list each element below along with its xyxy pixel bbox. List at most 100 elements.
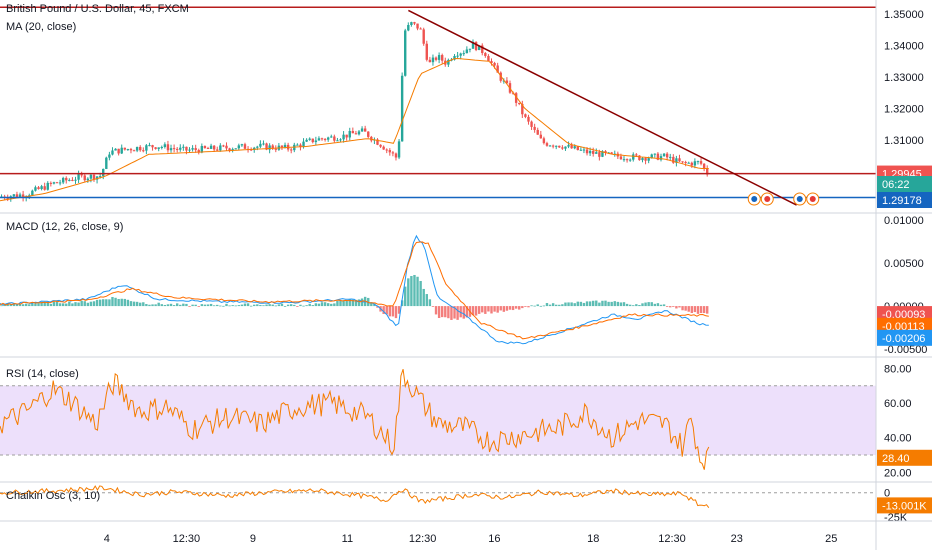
candle-body[interactable]	[172, 148, 176, 150]
candle-body[interactable]	[68, 179, 71, 181]
candle-body[interactable]	[86, 178, 90, 181]
candle-body[interactable]	[696, 161, 700, 163]
candle-body[interactable]	[595, 152, 598, 154]
candle-body[interactable]	[521, 103, 524, 115]
candle-body[interactable]	[132, 150, 136, 152]
candle-body[interactable]	[21, 194, 25, 198]
candle-body[interactable]	[169, 148, 173, 151]
candle-body[interactable]	[102, 168, 105, 177]
candle-body[interactable]	[419, 28, 422, 30]
candle-body[interactable]	[561, 147, 564, 149]
candle-body[interactable]	[271, 145, 274, 149]
candle-body[interactable]	[145, 145, 148, 151]
candle-body[interactable]	[638, 155, 641, 161]
candle-body[interactable]	[632, 154, 635, 160]
candle-body[interactable]	[376, 139, 379, 145]
candle-body[interactable]	[576, 146, 579, 151]
candle-body[interactable]	[434, 57, 438, 60]
candle-body[interactable]	[610, 152, 613, 154]
candle-body[interactable]	[706, 168, 709, 175]
candle-body[interactable]	[354, 133, 358, 135]
rsi-pane[interactable]: 80.00 60.00 40.00 20.00 28.40	[0, 363, 932, 483]
candle-body[interactable]	[425, 43, 428, 60]
candle-body[interactable]	[604, 151, 607, 153]
candle-body[interactable]	[471, 41, 475, 49]
candle-body[interactable]	[308, 138, 311, 140]
candle-body[interactable]	[456, 55, 459, 57]
candle-body[interactable]	[326, 137, 330, 140]
candle-body[interactable]	[151, 145, 154, 148]
candle-body[interactable]	[231, 149, 234, 151]
candle-body[interactable]	[665, 153, 669, 158]
candle-body[interactable]	[542, 138, 546, 144]
candle-body[interactable]	[437, 55, 441, 60]
candle-body[interactable]	[18, 194, 22, 197]
candle-body[interactable]	[212, 145, 216, 150]
macd-pane[interactable]: 0.010000.005000.00000-0.00500-0.00093-0.…	[0, 215, 932, 358]
candle-body[interactable]	[447, 59, 450, 65]
candle-body[interactable]	[487, 55, 490, 62]
candle-body[interactable]	[216, 149, 219, 151]
candle-body[interactable]	[474, 41, 478, 51]
candle-body[interactable]	[139, 146, 142, 151]
candle-body[interactable]	[573, 146, 576, 149]
candle-body[interactable]	[123, 147, 127, 150]
candle-body[interactable]	[237, 145, 241, 149]
candle-body[interactable]	[305, 139, 308, 142]
candle-body[interactable]	[570, 145, 573, 149]
candle-body[interactable]	[579, 149, 583, 151]
candle-body[interactable]	[342, 134, 345, 140]
candle-body[interactable]	[527, 116, 530, 122]
candle-body[interactable]	[407, 25, 410, 31]
candle-body[interactable]	[530, 121, 533, 127]
candle-body[interactable]	[314, 140, 318, 143]
candle-body[interactable]	[43, 186, 46, 190]
candle-body[interactable]	[484, 53, 487, 56]
candle-body[interactable]	[662, 153, 666, 157]
candle-body[interactable]	[493, 62, 496, 66]
candle-body[interactable]	[129, 149, 133, 151]
candle-body[interactable]	[265, 143, 268, 150]
candle-body[interactable]	[262, 143, 265, 145]
candle-body[interactable]	[468, 48, 472, 50]
candle-body[interactable]	[206, 148, 210, 150]
candle-body[interactable]	[320, 138, 324, 140]
candle-body[interactable]	[95, 176, 99, 180]
candle-body[interactable]	[290, 149, 293, 151]
candle-body[interactable]	[339, 139, 342, 141]
candle-body[interactable]	[647, 158, 650, 161]
candle-body[interactable]	[699, 161, 703, 164]
candle-body[interactable]	[333, 136, 336, 141]
candle-body[interactable]	[256, 146, 259, 148]
candle-body[interactable]	[687, 162, 690, 164]
candle-body[interactable]	[336, 140, 339, 142]
candle-body[interactable]	[625, 159, 629, 161]
candle-body[interactable]	[234, 148, 237, 150]
candle-body[interactable]	[197, 150, 200, 153]
candle-body[interactable]	[524, 114, 527, 117]
candle-body[interactable]	[388, 150, 392, 153]
candle-body[interactable]	[203, 145, 207, 149]
candle-body[interactable]	[55, 182, 59, 184]
candle-body[interactable]	[459, 53, 462, 56]
candle-body[interactable]	[518, 102, 521, 104]
candle-body[interactable]	[222, 145, 225, 147]
candle-body[interactable]	[702, 163, 706, 169]
candle-body[interactable]	[431, 57, 435, 63]
candle-body[interactable]	[240, 144, 244, 146]
candle-body[interactable]	[15, 194, 19, 197]
candle-body[interactable]	[117, 148, 120, 154]
candle-body[interactable]	[200, 145, 204, 153]
candle-body[interactable]	[410, 22, 413, 26]
candle-body[interactable]	[34, 187, 37, 191]
candle-body[interactable]	[453, 56, 456, 60]
candle-body[interactable]	[194, 148, 197, 151]
candle-body[interactable]	[385, 149, 388, 151]
candle-body[interactable]	[108, 154, 111, 158]
candle-body[interactable]	[684, 162, 687, 164]
candle-body[interactable]	[360, 128, 364, 132]
candle-body[interactable]	[74, 179, 77, 181]
candle-body[interactable]	[502, 80, 506, 82]
